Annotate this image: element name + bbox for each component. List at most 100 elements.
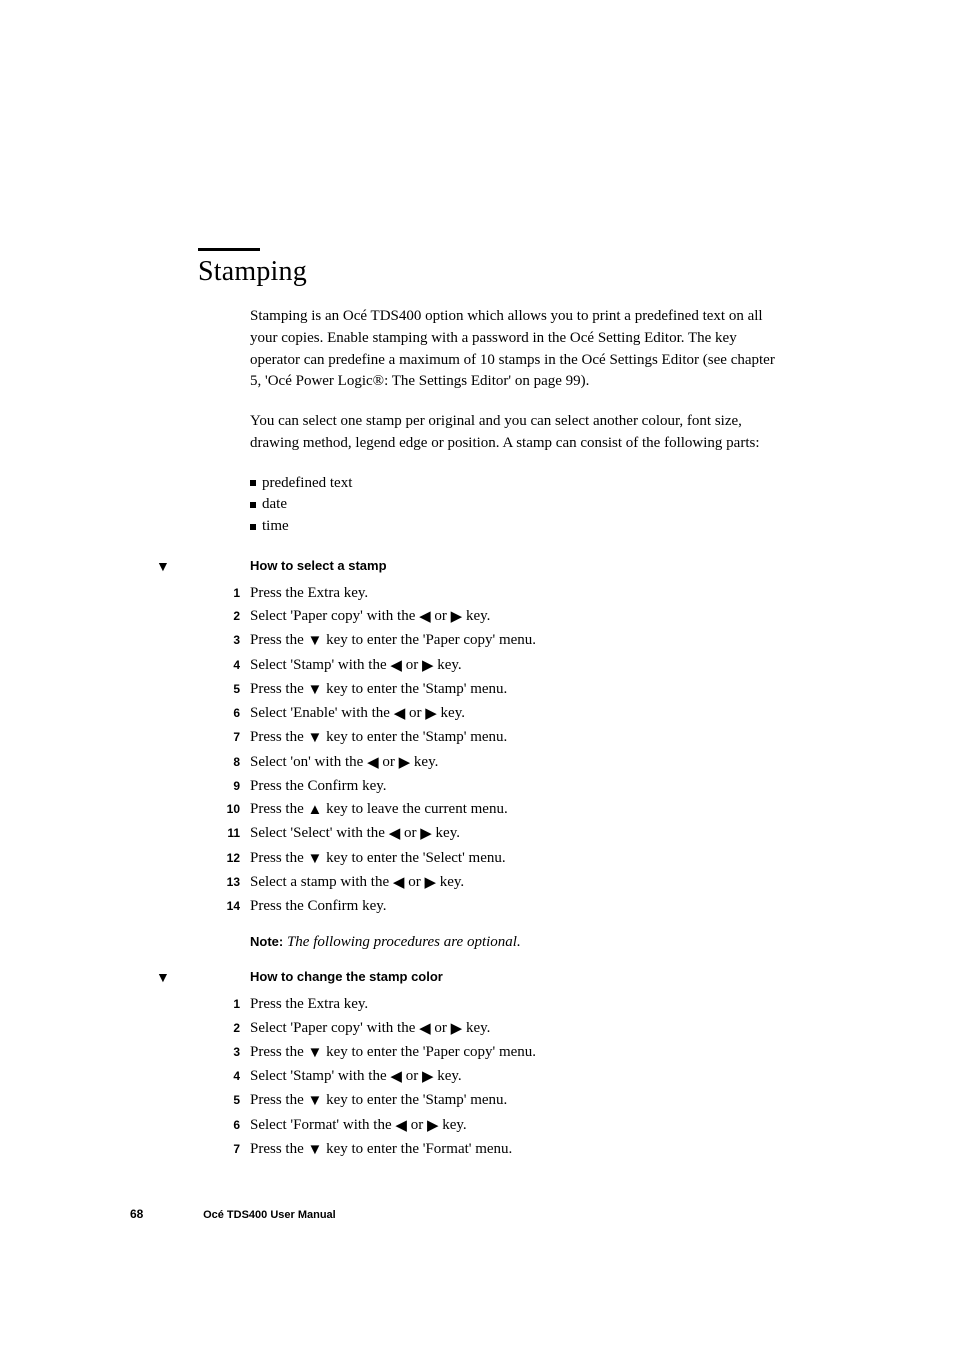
step-number: 2 [0, 607, 250, 626]
step-number: 9 [0, 777, 250, 796]
left-arrow-icon: ◀ [419, 606, 431, 629]
note-text: The following procedures are optional. [283, 934, 521, 950]
bullet-item: date [250, 494, 780, 516]
procedure-1-heading-row: ▼ How to select a stamp [0, 558, 954, 578]
step-text: Select 'Stamp' with the ◀ or ▶ key. [250, 1065, 954, 1089]
step-number: 6 [0, 704, 250, 723]
section-heading: Stamping [198, 256, 954, 288]
note-block: Note: The following procedures are optio… [250, 934, 954, 951]
footer-manual-title: Océ TDS400 User Manual [203, 1209, 336, 1221]
down-arrow-icon: ▼ [308, 1139, 323, 1162]
down-arrow-icon: ▼ [308, 679, 323, 702]
step-text: Select 'Paper copy' with the ◀ or ▶ key. [250, 1017, 954, 1041]
down-arrow-icon: ▼ [308, 848, 323, 871]
step-row: 6Select 'Format' with the ◀ or ▶ key. [0, 1114, 954, 1138]
step-text: Press the Extra key. [250, 582, 954, 605]
page-footer: 68 Océ TDS400 User Manual [130, 1207, 336, 1221]
down-arrow-icon: ▼ [308, 1042, 323, 1065]
page: Stamping Stamping is an Océ TDS400 optio… [0, 0, 954, 1351]
step-text: Select 'on' with the ◀ or ▶ key. [250, 751, 954, 775]
step-row: 10Press the ▲ key to leave the current m… [0, 798, 954, 822]
left-arrow-icon: ◀ [419, 1018, 431, 1041]
step-text: Select 'Stamp' with the ◀ or ▶ key. [250, 654, 954, 678]
step-text: Select a stamp with the ◀ or ▶ key. [250, 871, 954, 895]
step-text: Press the Extra key. [250, 993, 954, 1016]
procedure-1-title: How to select a stamp [250, 558, 387, 573]
step-number: 8 [0, 753, 250, 772]
left-arrow-icon: ◀ [395, 1115, 407, 1138]
intro-block: Stamping is an Océ TDS400 option which a… [250, 306, 780, 538]
step-number: 5 [0, 680, 250, 699]
heading-rule [198, 248, 260, 251]
step-text: Press the ▼ key to enter the 'Stamp' men… [250, 726, 954, 750]
step-number: 14 [0, 897, 250, 916]
step-number: 10 [0, 800, 250, 819]
left-arrow-icon: ◀ [390, 1066, 402, 1089]
bullet-item: predefined text [250, 473, 780, 495]
step-text: Press the ▼ key to enter the 'Select' me… [250, 847, 954, 871]
step-number: 13 [0, 873, 250, 892]
procedure-2-title: How to change the stamp color [250, 969, 443, 984]
right-arrow-icon: ▶ [427, 1115, 439, 1138]
right-arrow-icon: ▶ [424, 872, 436, 895]
step-row: 2Select 'Paper copy' with the ◀ or ▶ key… [0, 1017, 954, 1041]
step-number: 6 [0, 1116, 250, 1135]
left-arrow-icon: ◀ [367, 752, 379, 775]
step-text: Press the Confirm key. [250, 775, 954, 798]
bullet-text: predefined text [262, 473, 352, 495]
step-text: Press the ▼ key to enter the 'Paper copy… [250, 1041, 954, 1065]
down-arrow-icon: ▼ [308, 630, 323, 653]
step-number: 7 [0, 1140, 250, 1159]
bullet-list: predefined text date time [250, 473, 780, 538]
step-row: 3Press the ▼ key to enter the 'Paper cop… [0, 1041, 954, 1065]
step-row: 13Select a stamp with the ◀ or ▶ key. [0, 871, 954, 895]
step-number: 5 [0, 1091, 250, 1110]
step-text: Press the ▲ key to leave the current men… [250, 798, 954, 822]
step-number: 4 [0, 656, 250, 675]
procedure-marker-icon: ▼ [156, 971, 170, 987]
down-arrow-icon: ▼ [308, 1090, 323, 1113]
right-arrow-icon: ▶ [451, 1018, 463, 1041]
step-row: 5Press the ▼ key to enter the 'Stamp' me… [0, 1089, 954, 1113]
step-text: Press the ▼ key to enter the 'Stamp' men… [250, 1089, 954, 1113]
step-row: 8Select 'on' with the ◀ or ▶ key. [0, 751, 954, 775]
step-row: 9Press the Confirm key. [0, 775, 954, 798]
step-number: 12 [0, 849, 250, 868]
step-number: 1 [0, 584, 250, 603]
square-bullet-icon [250, 502, 256, 508]
procedure-marker-icon: ▼ [156, 560, 170, 576]
step-row: 4Select 'Stamp' with the ◀ or ▶ key. [0, 654, 954, 678]
step-row: 12Press the ▼ key to enter the 'Select' … [0, 847, 954, 871]
step-text: Select 'Format' with the ◀ or ▶ key. [250, 1114, 954, 1138]
step-row: 4Select 'Stamp' with the ◀ or ▶ key. [0, 1065, 954, 1089]
down-arrow-icon: ▼ [308, 727, 323, 750]
square-bullet-icon [250, 524, 256, 530]
step-row: 11Select 'Select' with the ◀ or ▶ key. [0, 822, 954, 846]
step-number: 4 [0, 1067, 250, 1086]
intro-para-1: Stamping is an Océ TDS400 option which a… [250, 306, 780, 393]
right-arrow-icon: ▶ [399, 752, 411, 775]
left-arrow-icon: ◀ [393, 872, 405, 895]
step-number: 11 [0, 824, 250, 843]
step-number: 7 [0, 728, 250, 747]
intro-para-2: You can select one stamp per original an… [250, 411, 780, 455]
step-row: 1Press the Extra key. [0, 993, 954, 1016]
procedure-2-steps: 1Press the Extra key.2Select 'Paper copy… [0, 993, 954, 1162]
step-text: Press the Confirm key. [250, 895, 954, 918]
step-text: Press the ▼ key to enter the 'Paper copy… [250, 629, 954, 653]
up-arrow-icon: ▲ [308, 799, 323, 822]
right-arrow-icon: ▶ [425, 703, 437, 726]
procedure-2-heading-row: ▼ How to change the stamp color [0, 969, 954, 989]
step-text: Select 'Enable' with the ◀ or ▶ key. [250, 702, 954, 726]
step-number: 2 [0, 1019, 250, 1038]
step-number: 1 [0, 995, 250, 1014]
step-row: 7Press the ▼ key to enter the 'Format' m… [0, 1138, 954, 1162]
step-text: Press the ▼ key to enter the 'Format' me… [250, 1138, 954, 1162]
left-arrow-icon: ◀ [389, 823, 401, 846]
step-number: 3 [0, 631, 250, 650]
right-arrow-icon: ▶ [451, 606, 463, 629]
step-text: Select 'Paper copy' with the ◀ or ▶ key. [250, 605, 954, 629]
square-bullet-icon [250, 480, 256, 486]
bullet-item: time [250, 516, 780, 538]
step-row: 7Press the ▼ key to enter the 'Stamp' me… [0, 726, 954, 750]
